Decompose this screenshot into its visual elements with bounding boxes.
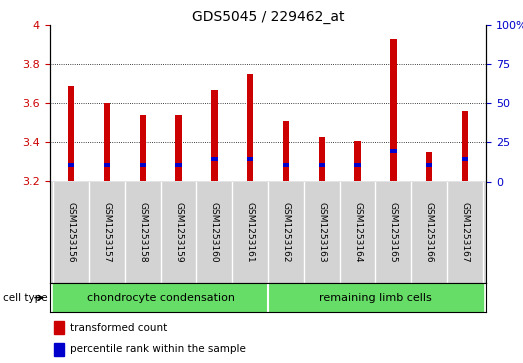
Text: GSM1253160: GSM1253160 bbox=[210, 202, 219, 263]
Bar bbox=[211, 90, 218, 182]
Bar bbox=[211, 157, 218, 161]
Text: GSM1253164: GSM1253164 bbox=[353, 202, 362, 262]
Bar bbox=[319, 163, 325, 167]
Bar bbox=[175, 115, 182, 182]
Bar bbox=[462, 111, 468, 182]
Bar bbox=[390, 149, 396, 154]
Bar bbox=[175, 163, 182, 167]
Bar bbox=[354, 140, 361, 182]
Bar bbox=[68, 86, 74, 182]
Bar bbox=[247, 74, 253, 182]
Text: GSM1253159: GSM1253159 bbox=[174, 202, 183, 263]
Text: GSM1253157: GSM1253157 bbox=[103, 202, 111, 263]
Bar bbox=[319, 136, 325, 182]
Bar bbox=[104, 103, 110, 182]
Bar bbox=[68, 163, 74, 167]
Text: remaining limb cells: remaining limb cells bbox=[319, 293, 432, 303]
Text: GSM1253161: GSM1253161 bbox=[246, 202, 255, 263]
Bar bbox=[283, 121, 289, 182]
Bar bbox=[390, 39, 396, 182]
Bar bbox=[54, 321, 64, 334]
Text: GSM1253167: GSM1253167 bbox=[460, 202, 470, 263]
Bar bbox=[140, 163, 146, 167]
Bar bbox=[462, 157, 468, 161]
Bar bbox=[104, 163, 110, 167]
Bar bbox=[54, 343, 64, 356]
Bar bbox=[426, 152, 433, 182]
Text: GSM1253162: GSM1253162 bbox=[281, 202, 290, 262]
Text: cell type: cell type bbox=[3, 293, 47, 303]
Text: GSM1253158: GSM1253158 bbox=[138, 202, 147, 263]
Bar bbox=[354, 163, 361, 167]
Text: percentile rank within the sample: percentile rank within the sample bbox=[70, 344, 246, 354]
Text: GSM1253166: GSM1253166 bbox=[425, 202, 434, 263]
Title: GDS5045 / 229462_at: GDS5045 / 229462_at bbox=[192, 11, 344, 24]
Text: chondrocyte condensation: chondrocyte condensation bbox=[87, 293, 235, 303]
Text: GSM1253165: GSM1253165 bbox=[389, 202, 398, 263]
Bar bbox=[283, 163, 289, 167]
Text: GSM1253163: GSM1253163 bbox=[317, 202, 326, 263]
Text: transformed count: transformed count bbox=[70, 323, 167, 333]
Bar bbox=[53, 283, 268, 312]
Bar bbox=[247, 157, 253, 161]
Bar bbox=[426, 163, 433, 167]
Text: GSM1253156: GSM1253156 bbox=[66, 202, 76, 263]
Bar bbox=[268, 283, 483, 312]
Bar bbox=[140, 115, 146, 182]
